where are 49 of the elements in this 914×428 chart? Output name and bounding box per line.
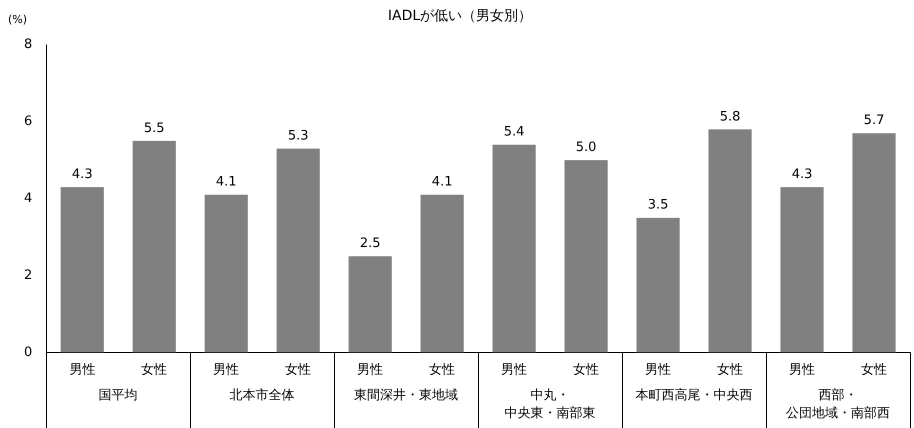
data-label: 4.3 <box>792 166 812 182</box>
x-tick-label: 女性 <box>141 362 168 378</box>
bar <box>132 140 176 352</box>
bar <box>780 187 824 352</box>
text: 東間深井・東地域 <box>354 388 458 403</box>
x-tick-label: 女性 <box>429 362 456 378</box>
bar <box>276 148 320 352</box>
y-tick-label: 0 <box>24 344 32 360</box>
data-label: 4.1 <box>432 174 452 190</box>
data-label: 3.5 <box>648 198 668 213</box>
chart-title: IADLが低い（男女別） <box>388 8 532 24</box>
y-axis-title: (%) <box>8 12 28 26</box>
bar <box>708 129 752 352</box>
data-label: 5.7 <box>864 113 884 128</box>
text: 北本市全体 <box>230 388 295 403</box>
bar <box>60 187 104 352</box>
x-tick-label: 女性 <box>717 362 744 378</box>
data-label: 4.1 <box>216 174 237 190</box>
data-label: 5.4 <box>504 124 524 140</box>
x-tick-label: 女性 <box>573 362 600 378</box>
x-tick-label: 男性 <box>357 362 384 378</box>
x-tick-label: 男性 <box>213 362 240 378</box>
bar <box>492 144 536 352</box>
bar <box>348 256 392 352</box>
y-tick-label: 4 <box>24 190 32 206</box>
bar <box>204 194 248 352</box>
x-tick-label: 女性 <box>285 362 312 378</box>
x-tick-label: 男性 <box>645 362 672 378</box>
data-label: 5.3 <box>288 128 309 144</box>
text: 本町西高尾・中央西 <box>636 386 753 403</box>
data-label: 4.3 <box>72 166 93 182</box>
x-tick-label: 男性 <box>501 362 528 378</box>
bar <box>852 133 896 352</box>
text: 中丸・中央東・南部東 <box>504 388 596 421</box>
x-tick-label: 男性 <box>789 362 816 378</box>
x-tick-label: 男性 <box>69 362 96 378</box>
text: 西部・公団地域・南部西 <box>786 388 890 421</box>
data-label: 5.5 <box>144 120 165 136</box>
y-tick-label: 2 <box>24 268 32 283</box>
x-tick-label: 女性 <box>861 362 888 378</box>
data-label: 5.0 <box>576 140 596 156</box>
data-label: 5.8 <box>720 109 740 124</box>
bar <box>564 160 608 352</box>
data-label: 2.5 <box>360 236 381 252</box>
y-tick-label: 6 <box>24 114 32 130</box>
bar <box>636 218 680 352</box>
y-tick-label: 8 <box>24 37 32 52</box>
bar <box>420 194 464 352</box>
text: 国平均 <box>98 388 138 403</box>
